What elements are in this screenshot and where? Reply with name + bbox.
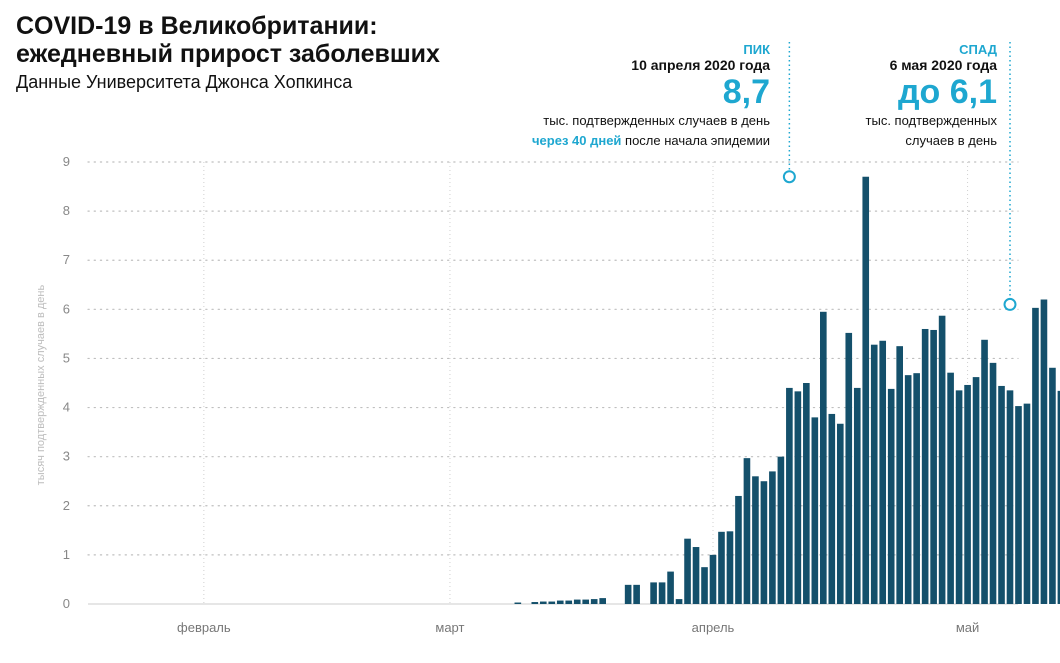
decline-label: СПАД [959, 42, 997, 57]
bar [675, 599, 683, 604]
peak-marker [782, 170, 796, 184]
bar [853, 387, 861, 604]
chart-title-line2: ежедневный прирост заболевших [16, 40, 440, 68]
decline-date: 6 мая 2020 года [889, 57, 997, 73]
bar [624, 584, 632, 604]
bar [904, 375, 912, 604]
bar [870, 344, 878, 604]
bar [752, 476, 759, 604]
y-tick-label: 4 [63, 400, 70, 415]
bar [573, 599, 581, 604]
bar [590, 599, 598, 604]
bar [760, 481, 768, 604]
bar [1015, 406, 1022, 604]
bar [718, 531, 725, 604]
bar [794, 391, 802, 604]
bar [786, 387, 793, 604]
chart-title-line1: COVID-19 в Великобритании: [16, 12, 378, 40]
bar [862, 176, 870, 604]
bar [1040, 299, 1048, 604]
bar [769, 471, 776, 604]
bar [947, 372, 954, 604]
bar [556, 600, 564, 604]
bar [692, 547, 700, 604]
bar [667, 571, 674, 604]
peak-date: 10 апреля 2020 года [631, 57, 770, 73]
bar [684, 538, 691, 604]
decline-marker [1003, 297, 1017, 311]
y-tick-label: 3 [63, 449, 70, 464]
bar [845, 332, 853, 604]
chart-subtitle: Данные Университета Джонса Хопкинса [16, 72, 353, 92]
x-tick-label: март [435, 620, 464, 635]
bar [1006, 390, 1014, 604]
bar [989, 362, 997, 604]
bar [1057, 390, 1060, 604]
peak-days-accent: через 40 дней [532, 133, 622, 148]
bar [879, 340, 887, 604]
y-tick-label: 1 [63, 547, 70, 562]
y-tick-label: 7 [63, 252, 70, 267]
bar [938, 315, 946, 604]
y-axis-label: тысяч подтвержденных случаев в день [35, 285, 47, 486]
bar [887, 388, 895, 604]
y-tick-label: 0 [63, 596, 70, 611]
bar [539, 601, 547, 604]
bar [565, 600, 573, 604]
bar [1049, 367, 1056, 604]
bar [658, 582, 666, 604]
bar [777, 456, 785, 604]
bar [1032, 307, 1039, 604]
bar [726, 531, 734, 604]
y-tick-label: 8 [63, 203, 70, 218]
bar [964, 384, 971, 604]
peak-value: 8,7 [722, 73, 770, 111]
bar [921, 328, 929, 604]
y-tick-label: 9 [63, 154, 70, 169]
bar [836, 423, 844, 604]
bar [913, 373, 920, 604]
x-tick-label: февраль [177, 620, 231, 635]
bar [709, 554, 717, 604]
decline-text-line1: тыс. подтвержденных [865, 113, 997, 128]
decline-text-line2: случаев в день [905, 133, 997, 148]
peak-text-rest: после начала эпидемии [621, 133, 770, 148]
y-tick-label: 6 [63, 301, 70, 316]
bar [930, 329, 937, 604]
bar [633, 584, 640, 604]
bar [828, 413, 836, 604]
bar [1023, 403, 1031, 604]
bar [701, 567, 708, 604]
x-tick-label: апрель [692, 620, 735, 635]
bar [531, 602, 539, 604]
bar [743, 458, 751, 604]
bar [811, 417, 819, 604]
bar [972, 377, 980, 604]
bar [820, 311, 827, 604]
bar [803, 383, 810, 604]
peak-text-line2: через 40 дней после начала эпидемии [532, 131, 770, 151]
bar [735, 495, 742, 604]
peak-text-line1: тыс. подтвержденных случаев в день [543, 113, 770, 128]
bar [514, 602, 522, 604]
decline-annotation: СПАД 6 мая 2020 года до 6,1 тыс. подтвер… [866, 42, 997, 151]
bar [650, 582, 657, 604]
bar [896, 346, 903, 604]
bar [998, 385, 1005, 604]
y-tick-label: 2 [63, 498, 70, 513]
y-tick-label: 5 [63, 350, 70, 365]
bar [548, 601, 556, 604]
bar [955, 390, 963, 604]
bar [981, 339, 988, 604]
x-tick-label: май [956, 620, 979, 635]
bar [599, 598, 606, 604]
bar [582, 599, 590, 604]
decline-value: до 6,1 [897, 73, 997, 111]
peak-label: ПИК [743, 42, 770, 57]
peak-annotation: ПИК 10 апреля 2020 года 8,7 тыс. подтвер… [532, 42, 770, 151]
